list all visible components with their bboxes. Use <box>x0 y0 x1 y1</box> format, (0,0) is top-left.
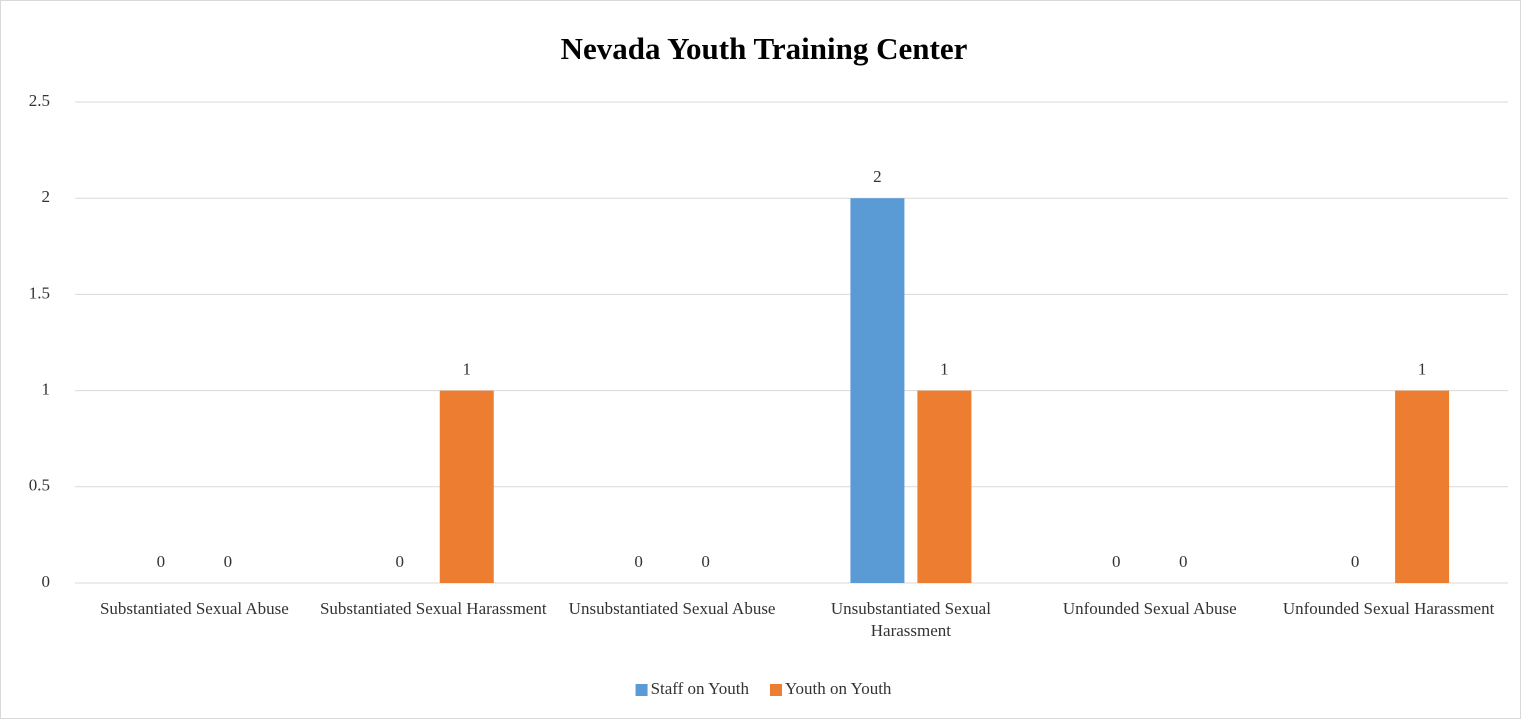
x-tick-label: Unsubstantiated Sexual Abuse <box>568 599 776 618</box>
data-label: 2 <box>873 167 882 186</box>
y-tick-label: 1 <box>42 380 51 399</box>
x-tick-label: Unsubstantiated Sexual Harassment <box>830 599 991 640</box>
y-tick-label: 2 <box>42 187 51 206</box>
bar <box>1395 390 1450 583</box>
legend-label: Staff on Youth <box>651 679 750 698</box>
data-label: 0 <box>224 552 233 571</box>
bar <box>850 198 905 583</box>
data-label: 1 <box>1418 360 1427 379</box>
chart-title: Nevada Youth Training Center <box>561 31 968 66</box>
legend-swatch <box>769 684 782 696</box>
data-label: 1 <box>940 360 949 379</box>
y-tick-label: 1.5 <box>29 283 50 302</box>
x-tick-label: Substantiated Sexual Abuse <box>99 599 289 618</box>
data-label: 0 <box>157 552 166 571</box>
y-tick-label: 2.5 <box>29 91 50 110</box>
data-label: 0 <box>1351 552 1360 571</box>
x-tick-label: Unfounded Sexual Abuse <box>1062 599 1237 618</box>
y-tick-label: 0 <box>42 572 51 591</box>
y-tick-label: 0.5 <box>29 476 50 495</box>
data-label: 0 <box>1112 552 1121 571</box>
legend-swatch <box>635 684 648 696</box>
data-label: 0 <box>1179 552 1188 571</box>
data-label: 0 <box>396 552 405 571</box>
x-tick-label: Unfounded Sexual Harassment <box>1282 599 1495 618</box>
data-label: 1 <box>463 360 472 379</box>
bar <box>917 390 972 583</box>
x-tick-label: Substantiated Sexual Harassment <box>319 599 547 618</box>
legend-label: Youth on Youth <box>785 679 892 698</box>
data-label: 0 <box>701 552 710 571</box>
data-label: 0 <box>634 552 643 571</box>
bar <box>439 390 494 583</box>
